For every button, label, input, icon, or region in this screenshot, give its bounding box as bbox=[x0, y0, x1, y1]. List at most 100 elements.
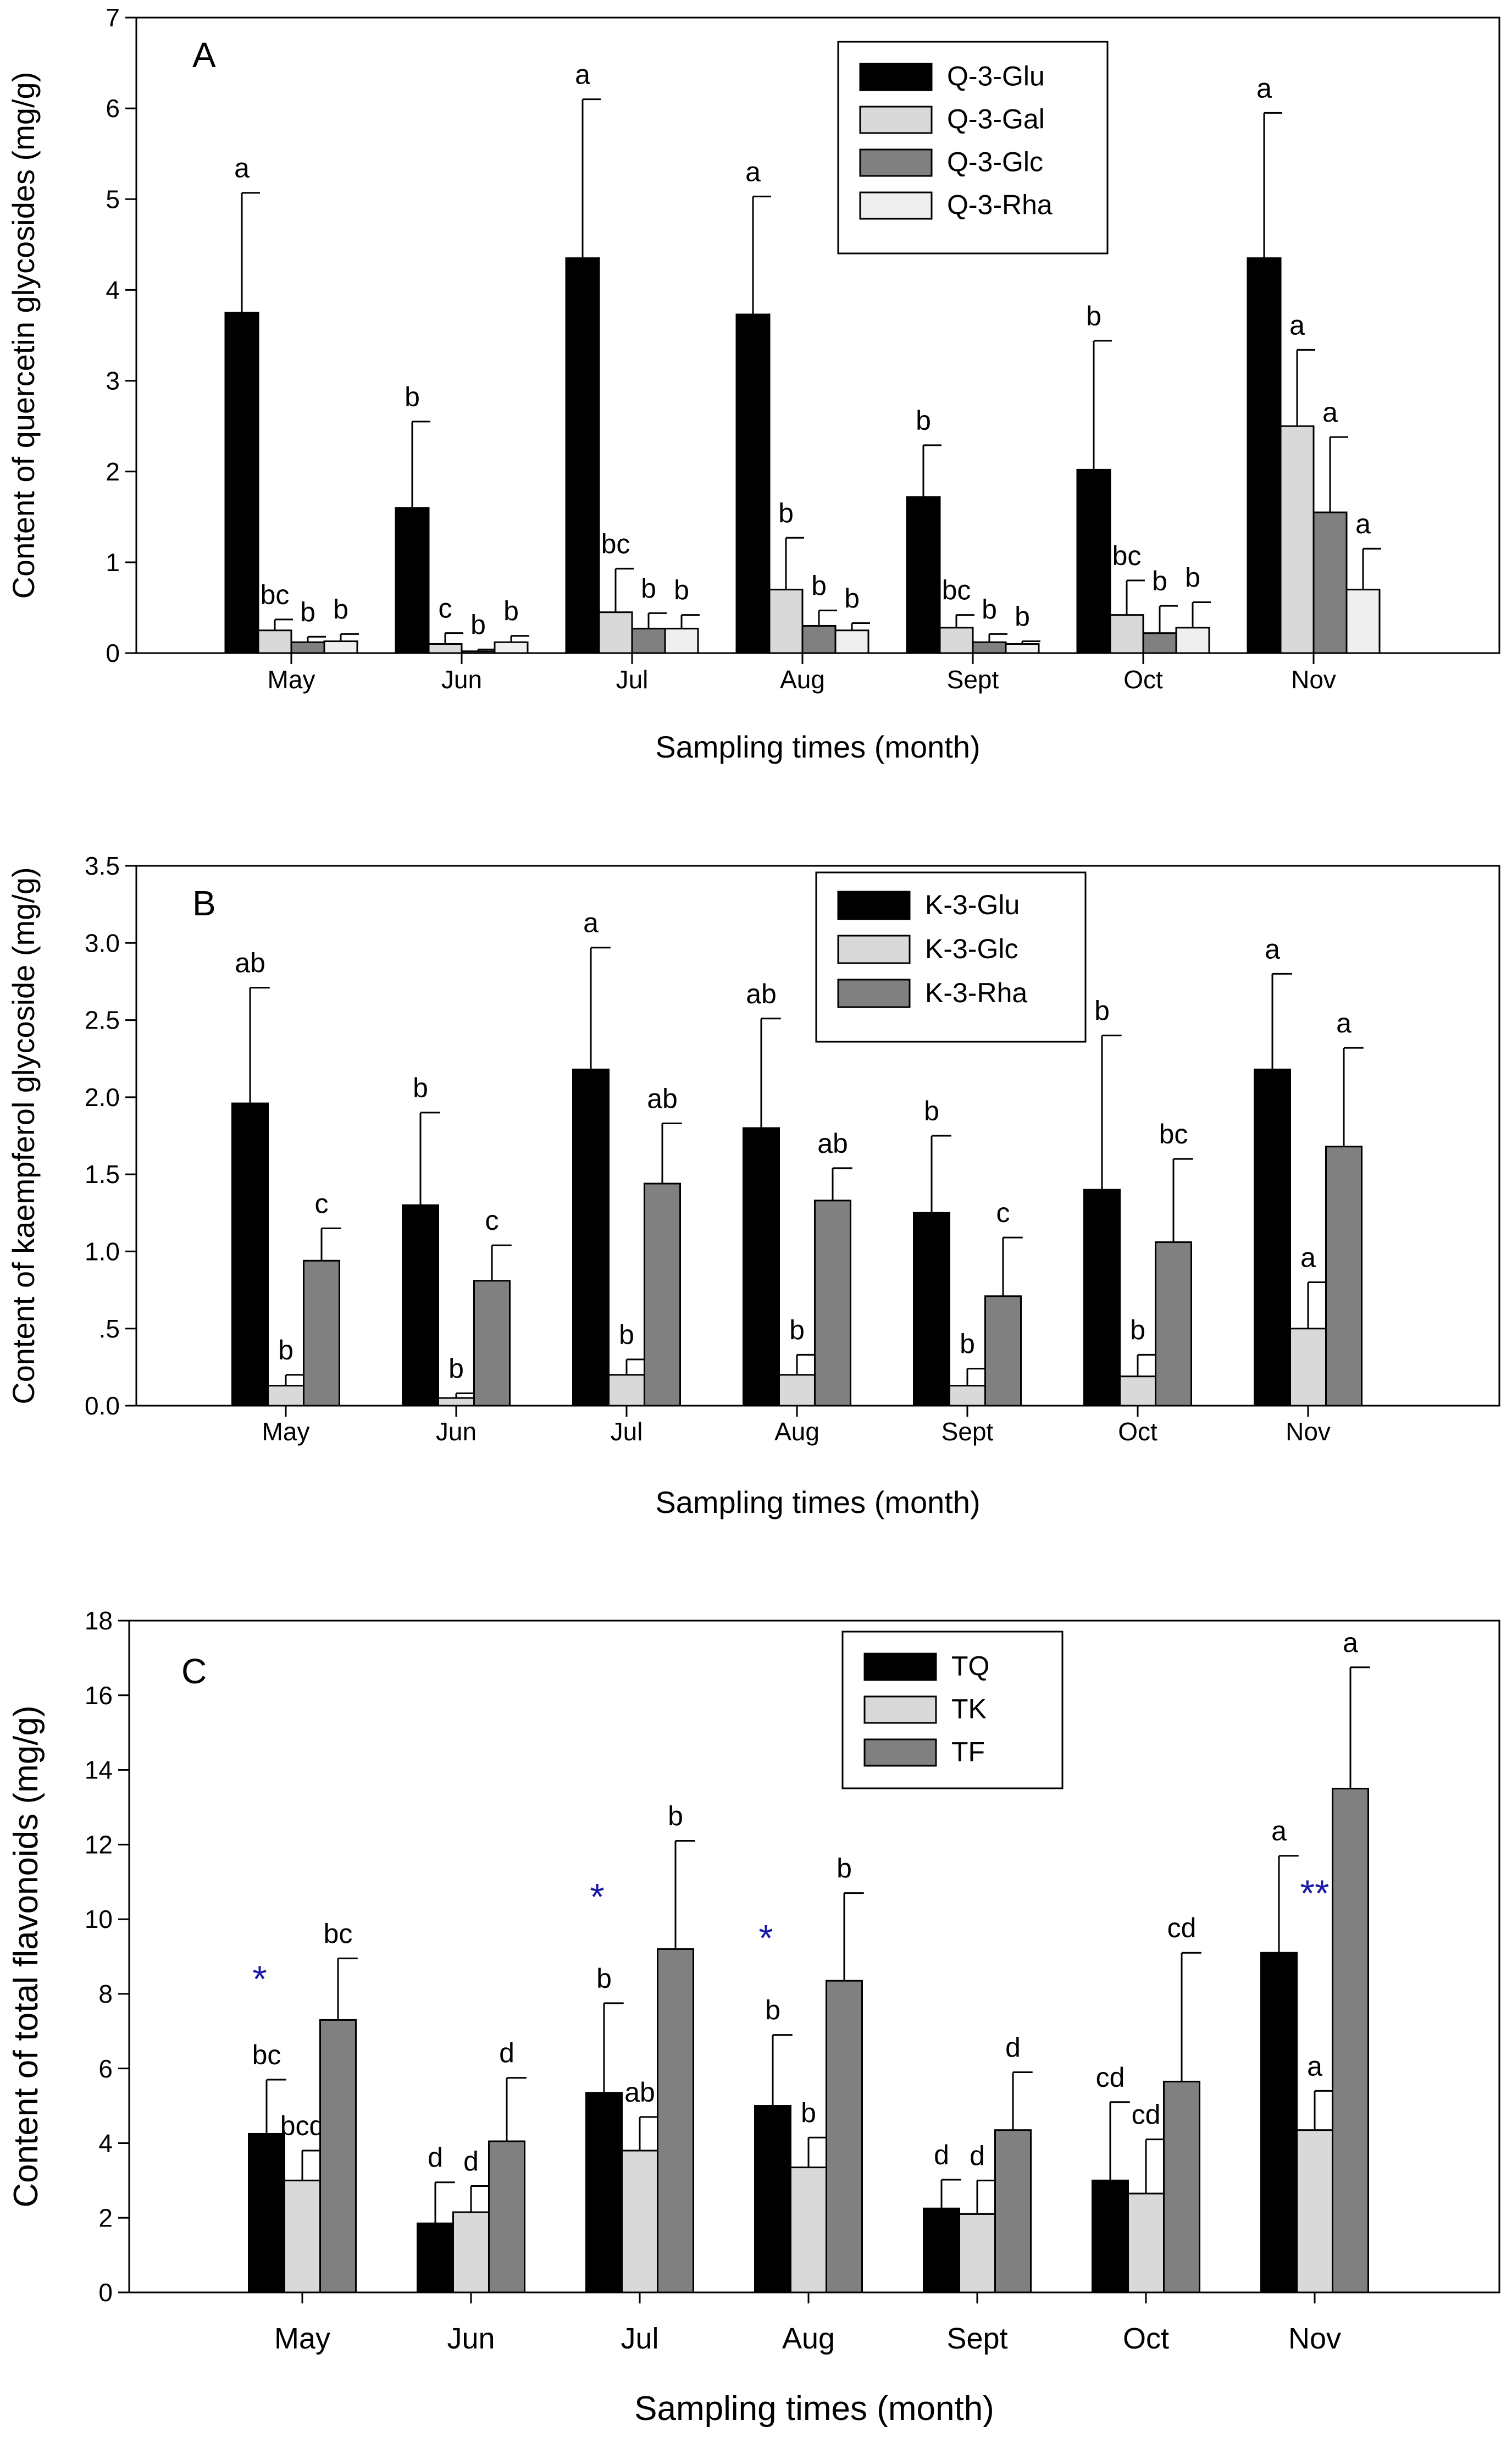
bar-tf-sept bbox=[994, 2129, 1032, 2294]
bar-q-3-glc-sept bbox=[972, 641, 1007, 654]
x-tick-label: Aug bbox=[782, 2322, 835, 2355]
bar-k-3-rha-may bbox=[303, 1259, 340, 1407]
significance-letter: b bbox=[413, 1073, 428, 1103]
significance-letter: a bbox=[583, 908, 599, 938]
significance-letter: c bbox=[996, 1197, 1010, 1228]
y-tick-label: .5 bbox=[99, 1314, 120, 1343]
y-tick-label: 2.0 bbox=[85, 1083, 120, 1112]
significance-letter: cd bbox=[1132, 2099, 1161, 2130]
legend-label: Q-3-Rha bbox=[947, 189, 1053, 220]
x-tick-label: Jul bbox=[621, 2322, 658, 2355]
bar-q-3-rha-oct bbox=[1175, 627, 1210, 654]
x-tick-label: Aug bbox=[780, 665, 825, 694]
bar-q-3-glc-jul bbox=[631, 627, 666, 654]
significance-letter: a bbox=[1322, 397, 1338, 428]
significance-letter: cd bbox=[1167, 1913, 1197, 1943]
significance-letter: b bbox=[668, 1801, 683, 1832]
bar-q-3-rha-jul bbox=[664, 627, 699, 654]
bar-q-3-glu-nov bbox=[1247, 257, 1282, 654]
x-tick-label: Sept bbox=[946, 2322, 1007, 2355]
bar-tq-jun bbox=[417, 2222, 454, 2294]
bar-q-3-gal-sept bbox=[939, 627, 974, 654]
y-tick-label: 1 bbox=[106, 548, 120, 577]
x-tick-label: Jul bbox=[616, 665, 649, 694]
bar-k-3-glu-jul bbox=[572, 1068, 610, 1407]
bar-k-3-glu-oct bbox=[1083, 1189, 1121, 1407]
significance-letter: b bbox=[1152, 566, 1167, 596]
x-tick-label: Jun bbox=[441, 665, 482, 694]
bar-q-3-glc-jun bbox=[461, 650, 496, 654]
significance-letter: b bbox=[448, 1353, 464, 1384]
bar-k-3-rha-sept bbox=[984, 1295, 1022, 1407]
y-tick-label: 4 bbox=[98, 2129, 113, 2158]
significance-letter: b bbox=[619, 1319, 634, 1350]
significance-letter: d bbox=[499, 2038, 514, 2069]
bar-k-3-glc-sept bbox=[949, 1385, 986, 1407]
significance-letter: a bbox=[1265, 933, 1280, 964]
y-tick-label: 2.5 bbox=[85, 1006, 120, 1035]
legend-swatch bbox=[837, 891, 911, 920]
y-tick-label: 6 bbox=[98, 2054, 113, 2083]
chart-panel-b: 0.0 .5 1.0 1.5 2.0 2.5 3.0 3.5 Content of kaempf… bbox=[6, 852, 1500, 1519]
significance-letter: b bbox=[1086, 301, 1101, 331]
bar-k-3-glu-nov bbox=[1254, 1068, 1291, 1407]
significance-letter: bc bbox=[942, 575, 971, 606]
panel-label: B bbox=[192, 883, 216, 923]
legend-swatch bbox=[837, 935, 911, 964]
bar-q-3-gal-aug bbox=[768, 588, 804, 654]
bar-k-3-rha-jun bbox=[473, 1280, 511, 1407]
legend-swatch bbox=[863, 1695, 937, 1724]
bar-q-3-glu-sept bbox=[906, 496, 941, 654]
significance-letter: a bbox=[575, 59, 590, 90]
significance-letter: b bbox=[503, 596, 519, 627]
legend: K-3-Glu K-3-Glc K-3-Rha bbox=[815, 871, 1087, 1043]
bar-tf-jun bbox=[488, 2140, 525, 2294]
bar-q-3-rha-aug bbox=[834, 629, 869, 654]
bar-q-3-glc-aug bbox=[801, 625, 837, 654]
chart-panel-a: 0 1 2 3 4 5 6 7 Content of quercetin glycosides … bbox=[6, 3, 1500, 764]
significance-star: * bbox=[590, 1876, 604, 1918]
y-tick-label: 2 bbox=[106, 457, 120, 486]
bar-tf-may bbox=[319, 2019, 357, 2294]
legend-label: K-3-Glc bbox=[925, 933, 1018, 964]
y-axis-label: Content of total flavonoids (mg/g) bbox=[7, 1705, 45, 2207]
bar-tk-nov bbox=[1296, 2129, 1333, 2294]
significance-letter: b bbox=[982, 594, 997, 625]
bar-k-3-glu-aug bbox=[743, 1127, 780, 1407]
y-tick-label: 8 bbox=[98, 1980, 113, 2008]
significance-letter: ab bbox=[624, 2077, 655, 2108]
bar-q-3-gal-jul bbox=[598, 611, 633, 654]
bar-tk-jul bbox=[621, 2149, 658, 2294]
significance-letter: a bbox=[745, 156, 761, 187]
significance-letter: c bbox=[439, 593, 452, 624]
legend-swatch bbox=[863, 1738, 937, 1767]
significance-star: * bbox=[252, 1958, 267, 2000]
significance-letter: b bbox=[278, 1335, 293, 1366]
x-axis-label: Sampling times (month) bbox=[634, 2390, 994, 2428]
y-tick-label: 16 bbox=[85, 1681, 113, 1710]
bar-q-3-rha-sept bbox=[1005, 643, 1040, 654]
bar-q-3-gal-may bbox=[257, 629, 292, 654]
significance-letter: a bbox=[1343, 1627, 1358, 1658]
bar-k-3-glc-nov bbox=[1289, 1328, 1327, 1407]
panel-label: C bbox=[181, 1651, 207, 1691]
bar-k-3-glu-jun bbox=[402, 1204, 439, 1407]
legend-label: TQ bbox=[951, 1650, 989, 1681]
significance-letter: a bbox=[1271, 1816, 1287, 1847]
bar-q-3-glu-may bbox=[224, 312, 259, 654]
y-tick-label: 1.0 bbox=[85, 1237, 120, 1266]
significance-letter: b bbox=[801, 2097, 816, 2128]
bar-q-3-rha-nov bbox=[1345, 588, 1381, 654]
bar-q-3-glu-jul bbox=[565, 257, 600, 654]
x-tick-label: Sept bbox=[941, 1417, 994, 1446]
significance-letter: ab bbox=[647, 1084, 678, 1114]
y-tick-label: 0 bbox=[98, 2278, 113, 2307]
significance-letter: a bbox=[1300, 1242, 1316, 1273]
significance-letter: ab bbox=[235, 948, 265, 979]
significance-letter: b bbox=[300, 596, 315, 627]
bar-tq-aug bbox=[754, 2105, 791, 2294]
legend-swatch bbox=[837, 979, 911, 1008]
significance-letter: b bbox=[924, 1096, 939, 1126]
x-tick-label: Nov bbox=[1288, 2322, 1341, 2355]
bar-tk-jun bbox=[452, 2211, 490, 2294]
